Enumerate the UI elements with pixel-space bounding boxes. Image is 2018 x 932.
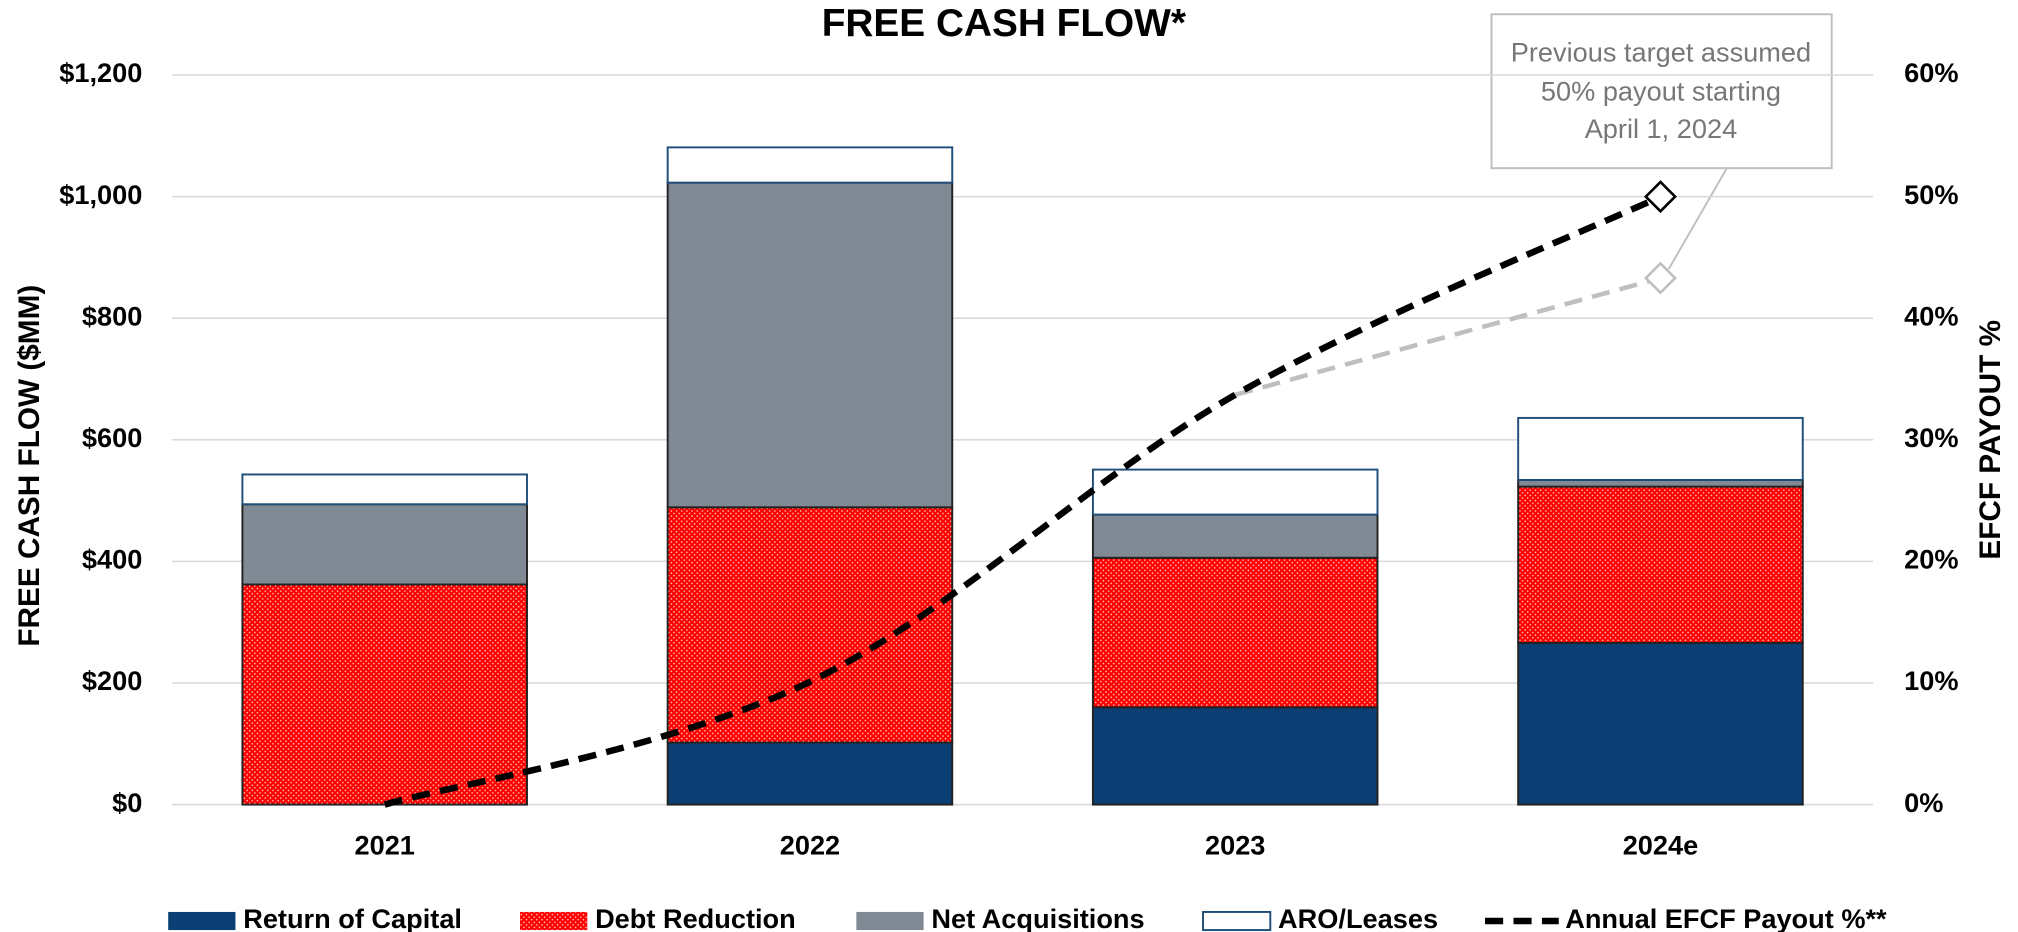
bar-segment [1091,556,1379,709]
bar-segment [666,181,954,509]
legend-swatch [168,911,236,931]
payout-line-marker [1643,180,1677,214]
y-tick-label: $200 [82,665,142,696]
y-tick-label: $0 [112,787,142,818]
bar-segment [1517,641,1804,806]
y-tick-label: $400 [82,544,142,575]
annotation-text: Previous target assumed [1511,37,1811,68]
y2-tick-label: 40% [1904,300,1958,331]
previous-target-line-marker [1643,261,1677,295]
legend-label: Debt Reduction [595,903,796,932]
y2-tick-label: 0% [1904,787,1943,818]
bar-segment [1517,485,1804,644]
annotation-text: April 1, 2024 [1585,113,1737,144]
y2-tick-label: 60% [1904,57,1958,88]
x-tick-label: 2021 [354,829,414,860]
annotation-box [1490,13,1833,170]
bar-segment [666,741,954,806]
legend-label: Annual EFCF Payout %** [1565,903,1887,932]
legend-swatch [1202,910,1272,932]
x-tick-label: 2022 [780,829,840,860]
y-tick-label: $1,000 [59,179,142,210]
y2-axis-label: EFCF PAYOUT % [1974,320,2007,560]
y2-tick-label: 20% [1904,544,1958,575]
x-tick-label: 2023 [1205,829,1265,860]
bar-segment [241,583,528,806]
chart-title: FREE CASH FLOW* [822,2,1187,45]
y-tick-label: $600 [82,422,142,453]
y-axis-label: FREE CASH FLOW ($MM) [13,285,46,647]
legend-label: ARO/Leases [1278,903,1438,932]
bar-segment [1091,468,1379,516]
y2-tick-label: 30% [1904,422,1958,453]
legend-swatch [520,911,588,931]
previous-target-line [1234,275,1662,397]
x-tick-label: 2024e [1623,829,1699,860]
bar-segment [241,503,528,586]
legend-label: Return of Capital [243,903,462,932]
bar-segment [1517,416,1804,481]
annotation-leader [1667,167,1728,270]
bar-segment [241,473,528,506]
legend-label: Net Acquisitions [931,903,1144,932]
annotation-text: 50% payout starting [1541,75,1781,106]
y-tick-label: $1,200 [59,57,142,88]
bar-segment [1091,513,1379,559]
bar-segment [666,146,954,184]
y2-tick-label: 10% [1904,665,1958,696]
bar-segment [1517,478,1804,488]
bar-segment [1091,706,1379,806]
legend-swatch [856,911,924,931]
payout-line [383,193,1662,808]
y2-tick-label: 50% [1904,179,1958,210]
y-tick-label: $800 [82,300,142,331]
